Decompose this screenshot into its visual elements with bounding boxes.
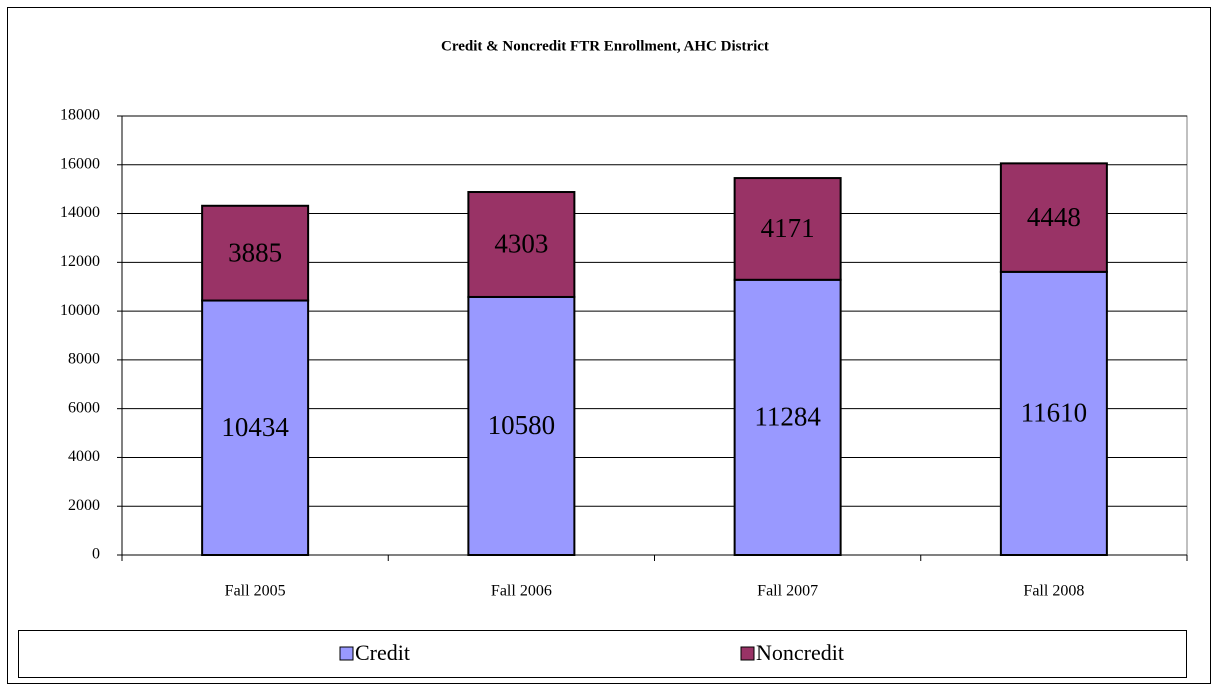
bar-segment xyxy=(201,204,310,302)
bar-segment xyxy=(201,299,310,556)
data-label: 10580 xyxy=(488,410,556,440)
y-tick-label: 14000 xyxy=(60,204,100,221)
bar-segment xyxy=(733,278,842,556)
legend-label: Credit xyxy=(355,640,410,665)
y-tick-label: 18000 xyxy=(60,107,100,124)
data-label: 10434 xyxy=(221,412,289,442)
bar-segment xyxy=(733,177,842,281)
legend-label: Noncredit xyxy=(756,640,844,665)
data-label: 3885 xyxy=(228,237,282,267)
data-label: 4303 xyxy=(494,229,548,259)
bar-segment xyxy=(999,270,1108,556)
legend-swatch xyxy=(740,646,755,661)
x-tick-label: Fall 2007 xyxy=(757,583,818,600)
data-label: 4171 xyxy=(761,213,815,243)
x-tick-label: Fall 2008 xyxy=(1023,583,1084,600)
data-label: 11284 xyxy=(754,402,821,432)
y-tick-label: 4000 xyxy=(68,448,100,465)
y-tick-label: 2000 xyxy=(68,497,100,514)
data-label: 11610 xyxy=(1021,398,1088,428)
y-tick-label: 16000 xyxy=(60,155,100,172)
y-tick-label: 12000 xyxy=(60,253,100,270)
y-tick-label: 10000 xyxy=(60,302,100,319)
bar-segment xyxy=(467,191,576,298)
y-tick-label: 0 xyxy=(92,546,100,563)
bar-segment xyxy=(999,162,1108,273)
y-tick-label: 8000 xyxy=(68,351,100,368)
x-tick-label: Fall 2006 xyxy=(491,583,552,600)
legend-swatch xyxy=(339,646,354,661)
data-label: 4448 xyxy=(1027,202,1081,232)
x-tick-label: Fall 2005 xyxy=(225,583,286,600)
legend-box xyxy=(18,630,1187,678)
bar-segment xyxy=(467,295,576,556)
chart-title: Credit & Noncredit FTR Enrollment, AHC D… xyxy=(441,38,769,54)
y-tick-label: 6000 xyxy=(68,399,100,416)
